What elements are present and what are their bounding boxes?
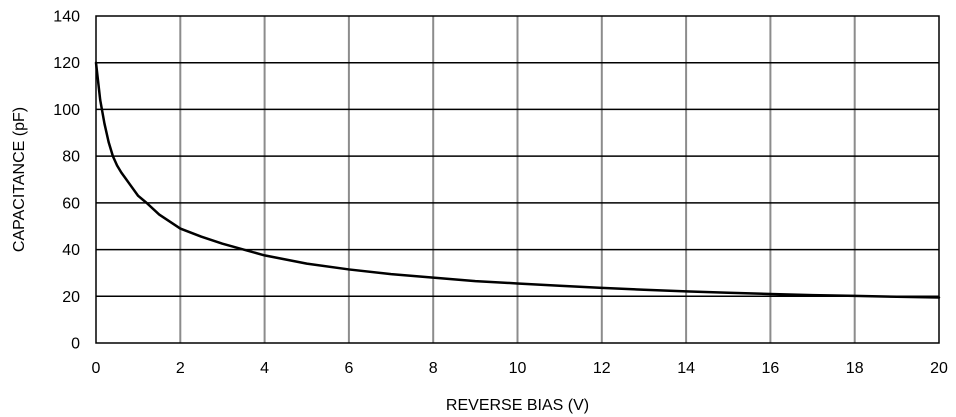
y-tick-label: 0 xyxy=(71,336,80,353)
y-tick-label: 20 xyxy=(62,289,80,306)
x-tick-label: 8 xyxy=(429,360,438,377)
y-tick-label: 60 xyxy=(62,195,80,212)
y-tick-label: 80 xyxy=(62,149,80,166)
y-tick-labels: 0 20 40 60 80 100 120 140 xyxy=(53,9,80,353)
y-tick-label: 40 xyxy=(62,242,80,259)
horizontal-gridlines xyxy=(96,61,939,298)
x-tick-label: 12 xyxy=(593,360,611,377)
x-axis-title: REVERSE BIAS (V) xyxy=(446,397,589,414)
plot-area-frame xyxy=(95,15,940,344)
y-tick-label: 120 xyxy=(53,55,80,72)
x-tick-label: 6 xyxy=(344,360,353,377)
vertical-gridlines xyxy=(179,16,856,343)
x-tick-label: 4 xyxy=(260,360,269,377)
x-tick-label: 18 xyxy=(846,360,864,377)
x-tick-labels: 0 2 4 6 8 10 12 14 16 18 20 xyxy=(92,360,948,377)
x-tick-label: 16 xyxy=(762,360,780,377)
x-tick-label: 2 xyxy=(176,360,185,377)
series-layer xyxy=(94,61,941,299)
x-tick-label: 0 xyxy=(92,360,101,377)
y-axis-title: CAPACITANCE (pF) xyxy=(11,107,28,252)
series-line xyxy=(94,61,941,299)
y-tick-label: 140 xyxy=(53,9,80,26)
x-tick-label: 10 xyxy=(509,360,527,377)
x-tick-label: 20 xyxy=(930,360,948,377)
x-tick-label: 14 xyxy=(677,360,695,377)
y-tick-label: 100 xyxy=(53,102,80,119)
